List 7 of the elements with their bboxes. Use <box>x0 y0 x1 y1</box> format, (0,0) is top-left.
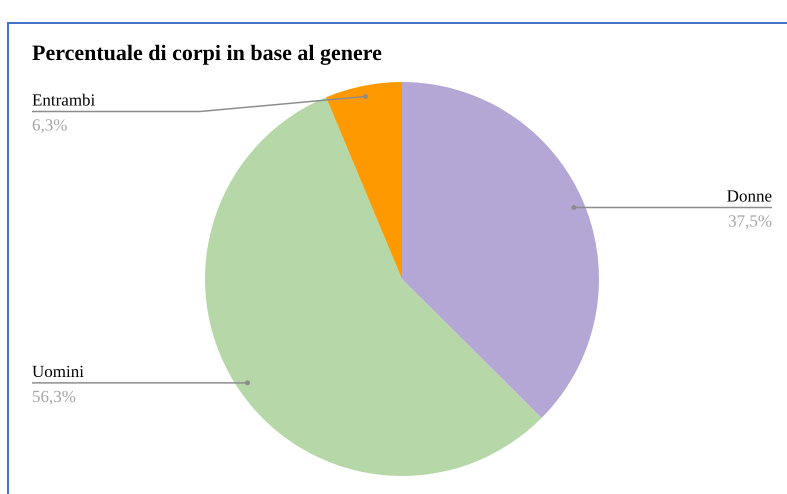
chart-title: Percentuale di corpi in base al genere <box>32 40 382 65</box>
slice-label: Uomini <box>32 362 84 381</box>
data-label: 37,5% <box>728 212 772 231</box>
slice-label: Entrambi <box>32 90 96 110</box>
data-label: 6,3% <box>32 115 68 134</box>
data-label: 56,3% <box>32 386 76 406</box>
slice-label: Donne <box>726 186 772 206</box>
